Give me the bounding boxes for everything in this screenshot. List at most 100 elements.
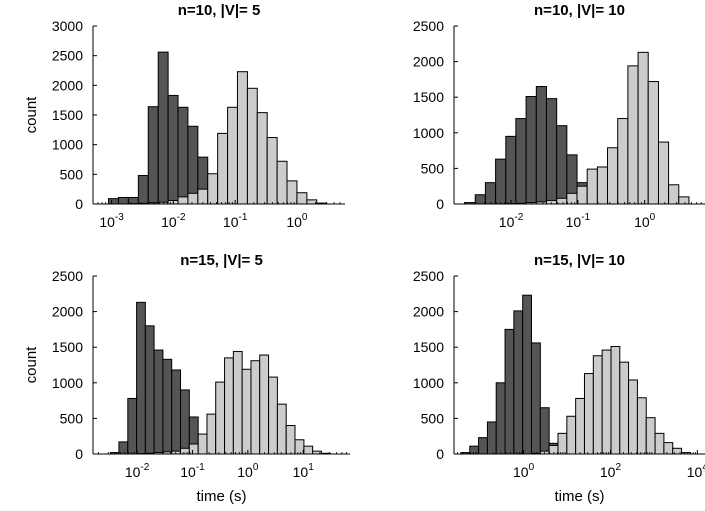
histogram-bar [177,196,189,205]
y-tick-label: 0 [436,446,444,462]
histogram-bar [586,168,598,205]
histogram-bar [505,135,517,205]
histogram-bar [117,196,129,205]
y-tick-label: 1500 [52,107,83,123]
y-axis-label: count [23,96,40,134]
x-tick-label: 101 [293,462,315,480]
histogram-bar [137,175,149,205]
histogram-bar [215,381,226,455]
histogram-bar [663,442,674,455]
histogram-bar [495,382,506,455]
x-tick-label: 10-1 [180,462,205,480]
x-tick-label: 10-2 [499,212,524,230]
y-tick-label: 2000 [52,77,83,93]
histogram-bar [566,415,577,455]
y-tick-label: 1000 [52,137,83,153]
histogram-bar [177,106,189,205]
subplot-title: n=10, |V|= 10 [534,2,625,19]
histogram-bar [513,310,524,455]
y-tick-label: 2000 [413,304,444,320]
x-tick-label: 10-2 [125,462,150,480]
x-tick-label: 10-2 [161,212,186,230]
subplot-bottom-left: n=15, |V|= 5 count time (s) 0 500 1000 1500… [23,252,350,505]
histogram-bar [575,397,585,455]
subplot-title: n=15, |V|= 5 [180,252,263,269]
histogram-bar [241,368,252,455]
histogram-bar [668,184,680,205]
histogram-bar [495,158,507,205]
histogram-bar [504,328,515,455]
y-tick-label: 0 [75,446,83,462]
subplot-top-left: n=10, |V|= 5 count 0 500 1000 1500 2000 2500 3… [23,2,345,230]
y-tick-label: 1000 [413,125,444,141]
histogram-bar [276,403,287,455]
histogram-bar [180,389,190,455]
y-tick-label: 500 [60,410,84,426]
histogram-bar [197,188,209,205]
histogram-bar [162,358,173,455]
histogram-bar [147,106,159,205]
x-tick-label: 100 [286,212,308,230]
histogram-bar [637,51,649,205]
histogram-bar [276,160,288,205]
histogram-bar [478,437,488,455]
histogram-bar [576,185,588,205]
y-tick-label: 2000 [413,54,444,70]
x-tick-label: 100 [513,462,535,480]
subplot-top-right: n=10, |V|= 10 0 500 1000 1500 2000 2500 10-2 10… [413,2,705,230]
histogram-bar [678,196,690,205]
histogram-bar [180,447,190,455]
histogram-bar [515,118,527,205]
x-tick-label: 104 [687,462,705,480]
histogram-bar [107,198,119,205]
histogram-bar [144,325,155,455]
histogram-bar [296,192,308,205]
histogram-bar [601,349,612,455]
histogram-bar [617,118,629,205]
y-tick-label: 500 [421,160,445,176]
histogram-bar [217,132,229,205]
histogram-bar [530,342,541,455]
histogram-bar [227,106,238,205]
histogram-bar [484,182,497,205]
histogram-bar [645,417,656,455]
histogram-bar [303,445,314,455]
histogram-bar [545,98,558,205]
subplot-title: n=15, |V|= 10 [534,252,625,269]
x-axis-label: time (s) [555,488,605,505]
histogram-bar [206,413,217,455]
y-tick-label: 500 [421,410,445,426]
y-tick-label: 2000 [52,304,83,320]
histogram-bar [583,373,594,455]
y-tick-label: 2500 [52,268,83,284]
y-tick-label: 1000 [52,375,83,391]
histogram-bar [224,357,234,455]
histogram-bar [268,376,278,455]
x-tick-label: 102 [600,462,622,480]
y-tick-label: 2500 [413,18,444,34]
histogram-bar [566,192,578,205]
y-tick-label: 2500 [52,48,83,64]
histogram-bar [259,354,270,455]
histogram-bar [636,397,647,455]
histogram-bar [256,112,268,205]
x-tick-label: 100 [634,212,656,230]
histogram-bar [188,443,199,455]
y-tick-label: 2500 [413,268,444,284]
histogram-bar [207,173,219,205]
histogram-bar [657,141,670,205]
y-tick-label: 1000 [413,375,444,391]
histogram-bar [607,147,619,205]
y-tick-label: 3000 [52,18,83,34]
x-tick-label: 10-3 [99,212,124,230]
histogram-bar [610,345,621,455]
y-tick-label: 1500 [413,89,444,105]
subplot-title: n=10, |V|= 5 [178,2,261,19]
histogram-bar [127,397,138,455]
histogram-bar [236,71,248,205]
histogram-bar [136,301,146,455]
histogram-bar [627,65,639,205]
histogram-bar [619,361,630,455]
histogram-bar [266,137,278,205]
